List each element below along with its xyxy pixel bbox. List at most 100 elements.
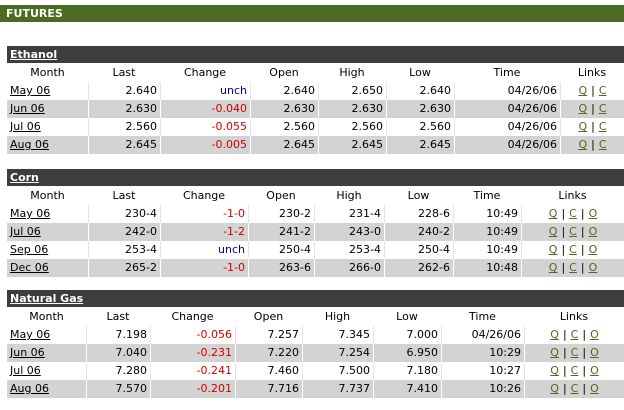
month-cell: Jun 06 xyxy=(7,344,86,362)
quote-link[interactable]: O xyxy=(590,364,599,377)
link-separator: | xyxy=(580,207,585,220)
month-cell: Sep 06 xyxy=(7,241,88,259)
value-cell: 7.500 xyxy=(302,362,373,380)
change-cell: -0.201 xyxy=(150,380,235,398)
value-cell: 2.640 xyxy=(386,82,454,100)
quote-link[interactable]: Q xyxy=(548,261,558,274)
month-link[interactable]: Sep 06 xyxy=(10,243,49,256)
quote-link[interactable]: C xyxy=(570,364,579,377)
row-background xyxy=(7,136,624,154)
value-cell: 2.645 xyxy=(386,136,454,154)
month-link[interactable]: Jul 06 xyxy=(10,364,41,377)
value-cell: 10:49 xyxy=(453,223,521,241)
column-header: Low xyxy=(407,189,430,202)
value-cell: 7.040 xyxy=(86,344,150,362)
quote-link[interactable]: O xyxy=(588,225,598,238)
links-cell: Q | C xyxy=(560,136,624,154)
quote-link[interactable]: O xyxy=(590,382,599,395)
section-title: Natural Gas xyxy=(10,292,84,305)
quote-link[interactable]: C xyxy=(569,261,577,274)
quote-link[interactable]: Q xyxy=(548,207,558,220)
column-header: Low xyxy=(396,310,418,323)
month-link[interactable]: Aug 06 xyxy=(10,382,49,395)
quote-link[interactable]: C xyxy=(569,243,577,256)
value-cell: 2.645 xyxy=(318,136,386,154)
link-separator: | xyxy=(591,102,595,115)
quote-link[interactable]: Q xyxy=(578,84,588,97)
column-header: Last xyxy=(106,310,130,323)
change-cell: -0.040 xyxy=(160,100,250,118)
change-cell: -1-0 xyxy=(160,259,248,277)
quote-link[interactable]: O xyxy=(590,346,599,359)
quote-link[interactable]: C xyxy=(570,382,579,395)
quote-link[interactable]: C xyxy=(569,207,577,220)
quote-link[interactable]: O xyxy=(588,261,598,274)
quote-link[interactable]: Q xyxy=(550,328,559,341)
links-cell: Q | C | O xyxy=(524,362,624,380)
quote-link[interactable]: Q xyxy=(550,364,559,377)
value-cell: 263-6 xyxy=(248,259,314,277)
link-separator: | xyxy=(562,346,567,359)
row-background xyxy=(7,380,624,398)
links-cell: Q | C | O xyxy=(521,205,624,223)
value-cell: 250-4 xyxy=(248,241,314,259)
month-link[interactable]: May 06 xyxy=(10,328,51,341)
quote-link[interactable]: C xyxy=(598,120,607,133)
month-link[interactable]: Jul 06 xyxy=(10,120,41,133)
month-link[interactable]: Dec 06 xyxy=(10,261,49,274)
value-cell: 7.000 xyxy=(373,326,441,344)
quote-link[interactable]: Q xyxy=(550,346,559,359)
column-header: High xyxy=(324,310,351,323)
change-cell: -0.241 xyxy=(150,362,235,380)
month-cell: Jun 06 xyxy=(7,100,88,118)
quote-link[interactable]: C xyxy=(598,102,607,115)
column-header: Open xyxy=(253,310,284,323)
quote-link[interactable]: C xyxy=(570,346,579,359)
month-link[interactable]: Jun 06 xyxy=(10,102,45,115)
link-separator: | xyxy=(561,261,566,274)
quote-link[interactable]: C xyxy=(569,225,577,238)
value-cell: 7.570 xyxy=(86,380,150,398)
links-cell: Q | C | O xyxy=(521,241,624,259)
quote-link[interactable]: Q xyxy=(550,382,559,395)
month-cell: Dec 06 xyxy=(7,259,88,277)
month-cell: May 06 xyxy=(7,205,88,223)
month-link[interactable]: May 06 xyxy=(10,207,51,220)
value-cell: 2.630 xyxy=(88,100,160,118)
value-cell: 230-4 xyxy=(88,205,160,223)
column-header: High xyxy=(336,189,362,202)
quote-link[interactable]: C xyxy=(598,138,607,151)
quote-link[interactable]: C xyxy=(570,328,579,341)
value-cell: 7.254 xyxy=(302,344,373,362)
value-cell: 04/26/06 xyxy=(454,82,560,100)
link-separator: | xyxy=(591,138,595,151)
change-cell: unch xyxy=(160,241,248,259)
link-separator: | xyxy=(580,243,585,256)
quote-link[interactable]: C xyxy=(598,84,607,97)
quote-link[interactable]: Q xyxy=(548,243,558,256)
value-cell: 2.645 xyxy=(88,136,160,154)
month-cell: Jul 06 xyxy=(7,118,88,136)
value-cell: 10:49 xyxy=(453,205,521,223)
link-separator: | xyxy=(582,364,587,377)
month-link[interactable]: May 06 xyxy=(10,84,51,97)
month-link[interactable]: Jun 06 xyxy=(10,346,45,359)
links-cell: Q | C xyxy=(560,118,624,136)
month-link[interactable]: Jul 06 xyxy=(10,225,41,238)
month-link[interactable]: Aug 06 xyxy=(10,138,49,151)
value-cell: 265-2 xyxy=(88,259,160,277)
quote-link[interactable]: Q xyxy=(578,102,588,115)
column-header: Last xyxy=(112,189,136,202)
quote-link[interactable]: Q xyxy=(578,138,588,151)
link-separator: | xyxy=(562,328,567,341)
column-header: Links xyxy=(559,310,589,323)
value-cell: 243-0 xyxy=(314,223,384,241)
quote-link[interactable]: O xyxy=(588,243,598,256)
quote-link[interactable]: O xyxy=(588,207,598,220)
value-cell: 7.345 xyxy=(302,326,373,344)
quote-link[interactable]: Q xyxy=(548,225,558,238)
quote-link[interactable]: Q xyxy=(578,120,588,133)
value-cell: 7.460 xyxy=(235,362,302,380)
value-cell: 2.630 xyxy=(250,100,318,118)
quote-link[interactable]: O xyxy=(590,328,599,341)
